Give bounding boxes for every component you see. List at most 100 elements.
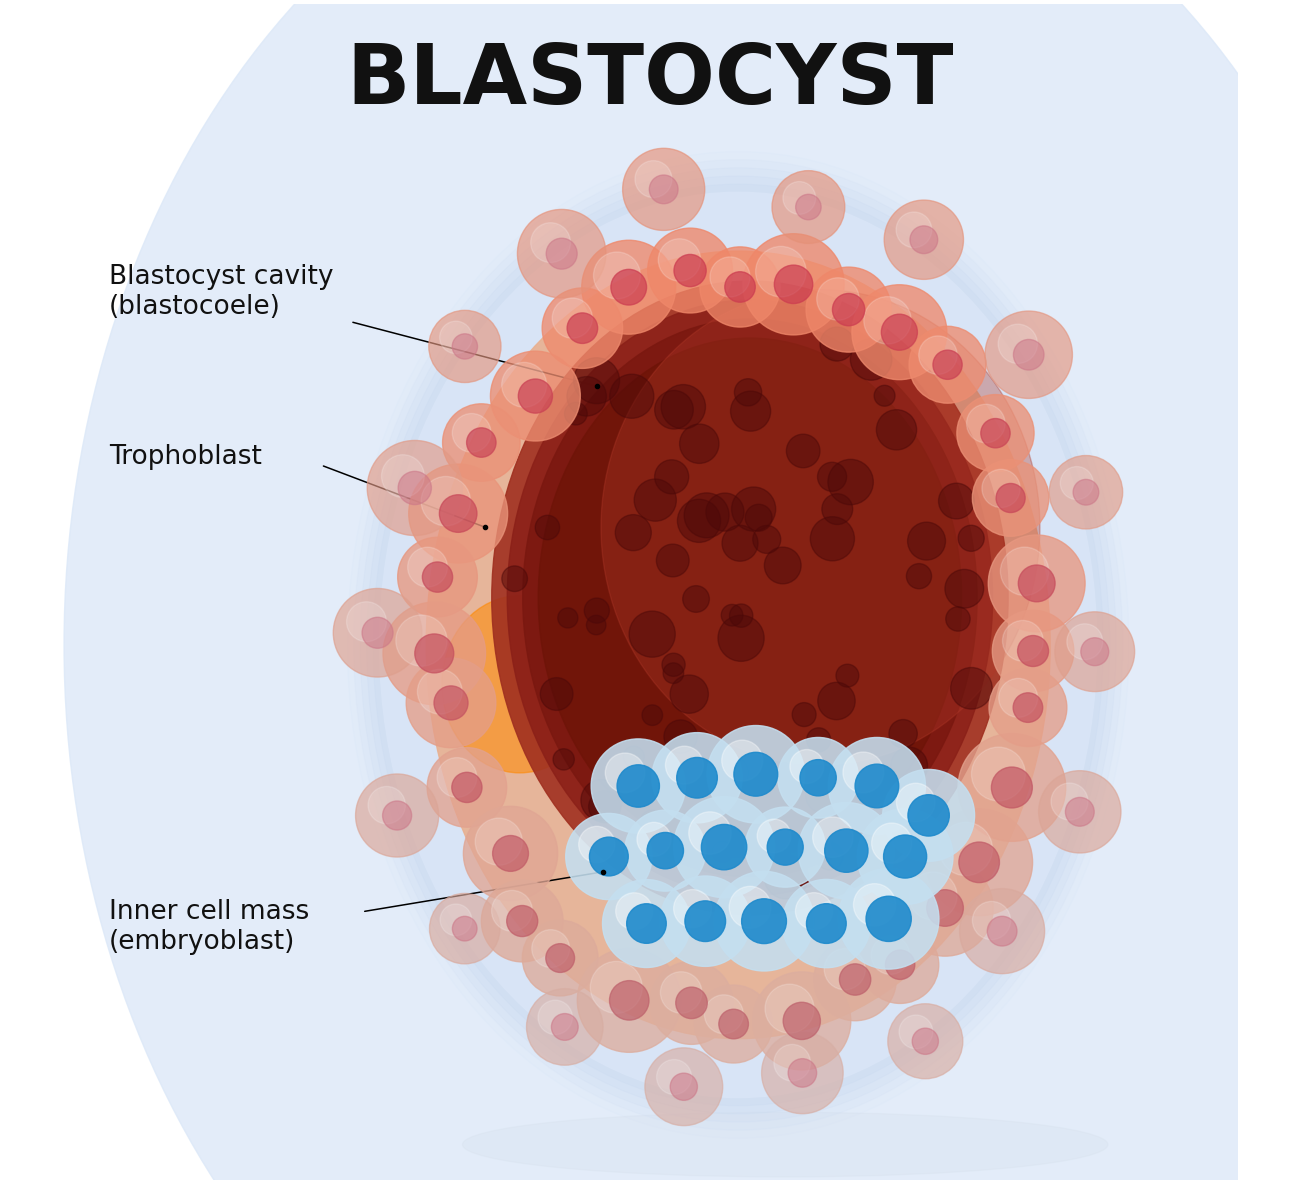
Circle shape: [891, 747, 927, 784]
Circle shape: [753, 972, 850, 1070]
Circle shape: [677, 500, 720, 542]
Circle shape: [398, 471, 432, 504]
Circle shape: [790, 749, 824, 784]
Circle shape: [810, 516, 854, 561]
Circle shape: [783, 880, 871, 967]
Circle shape: [888, 1004, 963, 1079]
Circle shape: [958, 734, 1066, 842]
Circle shape: [1067, 624, 1102, 659]
Circle shape: [627, 903, 667, 944]
Text: Trophoblast: Trophoblast: [109, 444, 263, 470]
Circle shape: [367, 440, 463, 535]
Circle shape: [706, 493, 744, 532]
Circle shape: [333, 588, 422, 677]
Circle shape: [745, 807, 826, 887]
Circle shape: [578, 826, 615, 863]
Circle shape: [842, 752, 884, 793]
Circle shape: [832, 835, 850, 854]
Circle shape: [989, 669, 1067, 747]
Circle shape: [933, 350, 962, 379]
Circle shape: [1066, 797, 1095, 826]
Circle shape: [491, 890, 533, 932]
Circle shape: [871, 935, 910, 974]
Circle shape: [832, 294, 864, 326]
Circle shape: [722, 526, 758, 561]
Circle shape: [712, 754, 749, 791]
Circle shape: [722, 604, 742, 626]
Text: BLASTOCYST: BLASTOCYST: [346, 40, 954, 121]
Circle shape: [552, 298, 593, 339]
Circle shape: [919, 336, 957, 374]
Circle shape: [406, 658, 495, 748]
Circle shape: [481, 880, 563, 961]
Circle shape: [857, 809, 953, 905]
Circle shape: [815, 842, 844, 870]
Circle shape: [526, 989, 603, 1066]
Circle shape: [783, 1003, 820, 1040]
Circle shape: [972, 459, 1049, 536]
Circle shape: [467, 427, 497, 457]
Circle shape: [689, 812, 731, 854]
Circle shape: [673, 889, 711, 927]
Circle shape: [656, 1060, 692, 1094]
Circle shape: [712, 841, 733, 862]
Circle shape: [541, 677, 573, 710]
Circle shape: [502, 362, 546, 407]
Circle shape: [441, 905, 472, 935]
Circle shape: [647, 229, 732, 313]
Ellipse shape: [373, 185, 1104, 1106]
Circle shape: [824, 829, 868, 873]
Ellipse shape: [380, 192, 1097, 1098]
Circle shape: [980, 418, 1010, 448]
Circle shape: [822, 494, 853, 525]
Circle shape: [910, 226, 937, 253]
Circle shape: [584, 598, 610, 623]
Circle shape: [670, 675, 708, 713]
Circle shape: [874, 385, 894, 406]
Circle shape: [658, 239, 701, 281]
Circle shape: [1018, 636, 1049, 667]
Circle shape: [852, 284, 946, 380]
Circle shape: [884, 200, 963, 279]
Circle shape: [767, 829, 803, 866]
Circle shape: [408, 547, 447, 587]
Circle shape: [885, 950, 915, 979]
Circle shape: [719, 1009, 749, 1038]
Circle shape: [590, 961, 642, 1014]
Circle shape: [775, 265, 812, 303]
Circle shape: [429, 310, 500, 382]
Circle shape: [850, 339, 892, 380]
Circle shape: [987, 916, 1017, 946]
Circle shape: [573, 358, 620, 404]
Circle shape: [476, 818, 523, 866]
Circle shape: [623, 148, 705, 231]
Circle shape: [586, 616, 606, 635]
Circle shape: [616, 893, 653, 929]
Circle shape: [395, 614, 447, 667]
Circle shape: [909, 871, 957, 920]
Circle shape: [884, 835, 927, 879]
Circle shape: [1080, 638, 1109, 665]
Circle shape: [806, 728, 831, 752]
Circle shape: [649, 175, 679, 204]
Circle shape: [818, 682, 855, 720]
Circle shape: [722, 740, 763, 781]
Circle shape: [992, 767, 1032, 807]
Circle shape: [757, 819, 790, 852]
Ellipse shape: [426, 251, 1050, 1038]
Circle shape: [764, 547, 801, 584]
Circle shape: [602, 880, 690, 967]
Circle shape: [490, 352, 580, 440]
Circle shape: [702, 824, 746, 870]
Circle shape: [862, 926, 939, 1003]
Circle shape: [926, 809, 1032, 915]
Circle shape: [806, 268, 891, 352]
Circle shape: [629, 611, 675, 657]
Circle shape: [517, 210, 606, 298]
Circle shape: [1039, 771, 1121, 852]
Circle shape: [772, 170, 845, 244]
Circle shape: [707, 726, 805, 823]
Circle shape: [611, 269, 646, 305]
Circle shape: [437, 758, 477, 797]
Circle shape: [582, 240, 676, 334]
